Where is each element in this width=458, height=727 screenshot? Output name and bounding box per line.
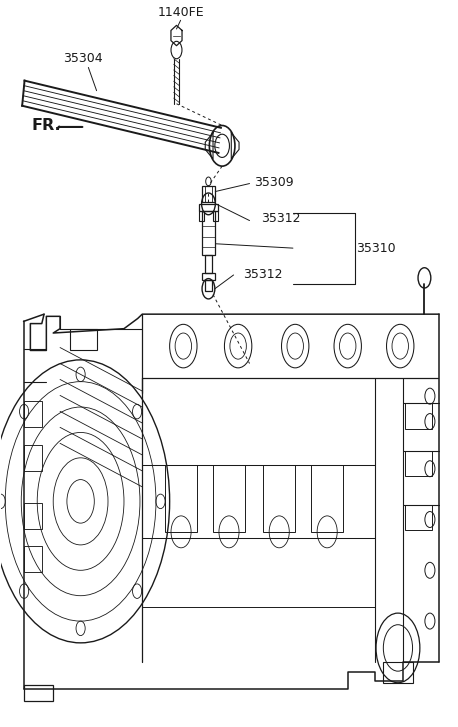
Bar	[165, 465, 197, 532]
Bar	[213, 465, 245, 532]
Text: 35312: 35312	[243, 268, 282, 281]
Bar	[311, 465, 343, 532]
Bar	[202, 273, 215, 280]
Bar	[405, 403, 432, 429]
Bar	[405, 505, 432, 531]
Bar	[383, 662, 413, 683]
Bar	[70, 329, 98, 350]
Text: FR.: FR.	[32, 118, 61, 133]
Bar	[23, 685, 53, 701]
Bar	[199, 204, 218, 211]
Bar	[213, 211, 218, 220]
Bar	[23, 547, 42, 572]
Text: 35309: 35309	[254, 176, 294, 188]
Text: 1140FE: 1140FE	[158, 6, 204, 19]
Text: 35312: 35312	[261, 212, 300, 225]
Bar	[205, 280, 212, 291]
Bar	[23, 401, 42, 427]
Text: 35310: 35310	[356, 242, 396, 255]
FancyArrowPatch shape	[59, 126, 82, 127]
Bar	[23, 503, 42, 529]
Bar	[23, 445, 42, 471]
Bar	[205, 254, 212, 273]
Bar	[263, 465, 295, 532]
Text: 35304: 35304	[63, 52, 103, 65]
Bar	[405, 451, 432, 476]
Bar	[202, 185, 215, 201]
Bar	[199, 211, 204, 220]
Bar	[202, 211, 215, 254]
